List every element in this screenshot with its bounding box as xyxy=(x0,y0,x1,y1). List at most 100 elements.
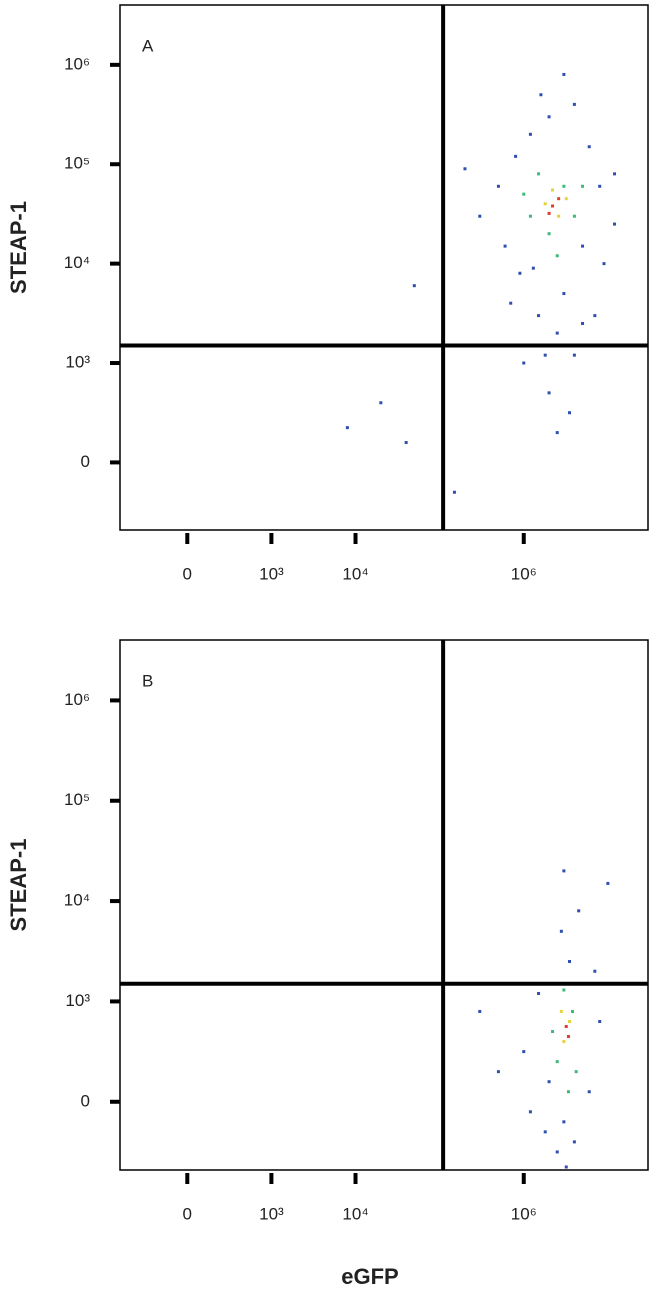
event-dot xyxy=(551,1030,555,1034)
event-dot xyxy=(528,132,532,136)
event-dot xyxy=(463,167,467,171)
event-dot xyxy=(593,314,597,318)
event-dot xyxy=(598,1019,602,1023)
event-dot xyxy=(547,211,551,215)
event-dot xyxy=(496,184,500,188)
event-dot xyxy=(568,411,572,415)
event-dot xyxy=(522,1050,526,1054)
event-dot xyxy=(581,244,585,248)
event-dot xyxy=(564,197,568,201)
panel-label: A xyxy=(142,36,154,55)
x-tick-label: 10⁶ xyxy=(511,564,537,583)
event-dot xyxy=(379,401,383,405)
y-tick-label: 10⁵ xyxy=(64,154,90,173)
event-dot xyxy=(537,172,541,176)
event-dot xyxy=(518,271,522,275)
event-dot xyxy=(562,184,566,188)
event-dot xyxy=(559,1009,563,1013)
event-dot xyxy=(613,222,617,226)
event-dot xyxy=(478,214,482,218)
event-dot xyxy=(528,214,532,218)
event-dot xyxy=(564,1025,568,1029)
event-dot xyxy=(571,1009,575,1013)
event-dot xyxy=(568,960,572,964)
event-dot xyxy=(543,1130,547,1134)
event-dot xyxy=(412,284,416,288)
event-dot xyxy=(452,490,456,494)
y-tick-label: 10⁶ xyxy=(64,54,90,73)
event-dot xyxy=(593,969,597,973)
event-dot xyxy=(509,301,513,305)
event-dot xyxy=(551,188,555,192)
event-dot xyxy=(528,1110,532,1114)
x-tick-label: 0 xyxy=(183,564,192,583)
event-dot xyxy=(543,202,547,206)
event-dot xyxy=(547,391,551,395)
y-tick-label: 0 xyxy=(81,452,90,471)
event-dot xyxy=(572,102,576,106)
event-dot xyxy=(602,262,606,266)
y-tick-label: 10⁴ xyxy=(64,891,90,910)
event-dot xyxy=(581,184,585,188)
event-dot xyxy=(555,331,559,335)
y-axis-title: STEAP-1 xyxy=(6,201,31,294)
event-dot xyxy=(547,1080,551,1084)
event-dot xyxy=(345,426,349,430)
y-axis-title: STEAP-1 xyxy=(6,839,31,932)
event-dot xyxy=(547,232,551,236)
event-dot xyxy=(562,72,566,76)
event-dot xyxy=(559,929,563,933)
event-dot xyxy=(606,881,610,885)
event-dot xyxy=(557,197,561,201)
event-dot xyxy=(555,254,559,258)
event-dot xyxy=(522,361,526,365)
y-tick-label: 10⁶ xyxy=(64,690,90,709)
plot-frame xyxy=(119,4,649,531)
event-dot xyxy=(537,991,541,995)
event-dot xyxy=(568,1019,572,1023)
panel-label: B xyxy=(142,671,153,690)
event-dot xyxy=(555,1150,559,1154)
y-tick-label: 10³ xyxy=(65,353,90,372)
event-dot xyxy=(572,353,576,357)
event-dot xyxy=(577,909,581,913)
event-dot xyxy=(555,431,559,435)
y-tick-label: 0 xyxy=(81,1091,90,1110)
event-dot xyxy=(522,192,526,196)
event-dot xyxy=(547,115,551,119)
event-dot xyxy=(562,292,566,296)
y-tick-label: 10⁵ xyxy=(64,790,90,809)
event-dot xyxy=(587,1090,591,1094)
event-dot xyxy=(551,204,555,208)
x-tick-label: 10⁴ xyxy=(342,564,368,583)
event-dot xyxy=(562,1120,566,1124)
event-dot xyxy=(539,93,543,97)
event-dot xyxy=(562,988,566,992)
x-tick-label: 10³ xyxy=(259,1204,284,1223)
event-dot xyxy=(557,214,561,218)
event-dot xyxy=(598,184,602,188)
y-tick-label: 10⁴ xyxy=(64,253,90,272)
event-dot xyxy=(562,869,566,873)
event-dot xyxy=(537,314,541,318)
y-tick-label: 10³ xyxy=(65,991,90,1010)
x-tick-label: 10³ xyxy=(259,564,284,583)
event-dot xyxy=(478,1009,482,1013)
event-dot xyxy=(531,266,535,270)
event-dot xyxy=(587,145,591,149)
event-dot xyxy=(564,1165,568,1169)
event-dot xyxy=(572,1140,576,1144)
event-dot xyxy=(566,1090,570,1094)
x-tick-label: 10⁴ xyxy=(342,1204,368,1223)
event-dot xyxy=(581,321,585,325)
event-dot xyxy=(572,214,576,218)
event-dot xyxy=(503,244,507,248)
x-tick-label: 0 xyxy=(183,1204,192,1223)
x-tick-label: 10⁶ xyxy=(511,1204,537,1223)
event-dot xyxy=(543,353,547,357)
event-dot xyxy=(496,1070,500,1074)
event-dot xyxy=(574,1070,578,1074)
event-dot xyxy=(514,154,518,158)
event-dot xyxy=(613,172,617,176)
